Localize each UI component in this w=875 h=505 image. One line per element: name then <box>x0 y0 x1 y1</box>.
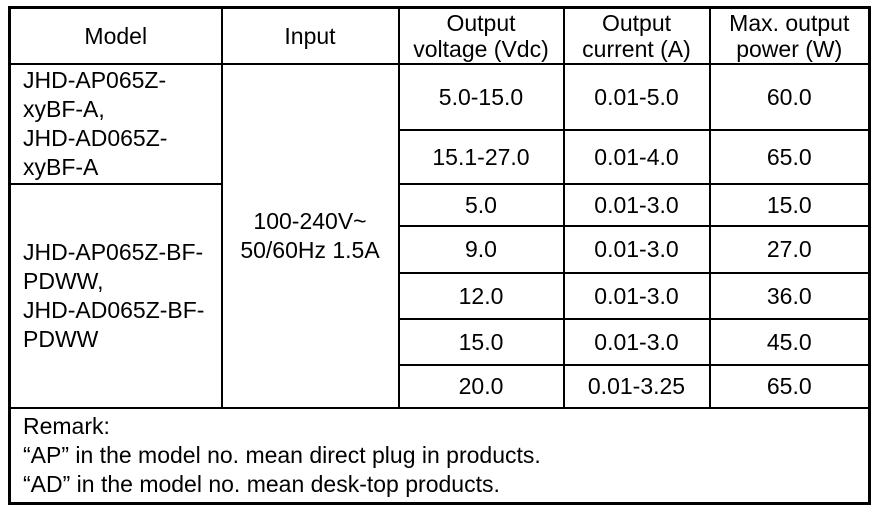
header-max-power-line2: power (W) <box>736 36 843 62</box>
spec-row: 15.0 0.01-3.0 45.0 <box>10 318 871 366</box>
output-current-cell: 0.01-3.25 <box>562 364 711 409</box>
header-row: Model Input Output voltage (Vdc) Output … <box>8 6 871 65</box>
output-current-cell: 0.01-3.0 <box>562 225 711 274</box>
spec-row: 20.0 0.01-3.25 65.0 <box>10 364 871 409</box>
spec-row: JHD-AP065Z-BF- PDWW, JHD-AD065Z-BF- PDWW… <box>8 183 871 409</box>
output-voltage-cell: 12.0 <box>397 272 565 320</box>
max-power-cell: 36.0 <box>708 272 871 320</box>
output-voltage-cell: 5.0 <box>397 183 565 227</box>
output-current-cell: 0.01-3.0 <box>562 183 711 227</box>
model-line: PDWW <box>23 326 99 352</box>
header-max-power-line1: Max. output <box>729 10 850 36</box>
header-output-voltage-line1: Output <box>446 10 516 36</box>
header-output-current-line1: Output <box>601 10 672 36</box>
model-line: JHD-AP065Z-BF- <box>23 239 204 265</box>
max-power-cell: 65.0 <box>708 129 871 185</box>
max-power-cell: 65.0 <box>708 364 871 409</box>
power-spec-table: Model Input Output voltage (Vdc) Output … <box>8 6 871 505</box>
max-power-cell: 15.0 <box>708 183 871 227</box>
output-voltage-cell: 9.0 <box>397 225 565 274</box>
input-line2: 50/60Hz 1.5A <box>240 237 380 263</box>
spec-row: 15.1-27.0 0.01-4.0 65.0 <box>10 129 871 185</box>
input-line1: 100-240V~ <box>253 208 367 234</box>
header-model: Model <box>8 6 223 65</box>
input-cell: 100-240V~ 50/60Hz 1.5A <box>220 63 400 409</box>
remark-line-ad: “AD” in the model no. mean desk-top prod… <box>23 471 500 497</box>
output-current-cell: 0.01-4.0 <box>562 129 711 185</box>
spec-row: 12.0 0.01-3.0 36.0 <box>10 272 871 320</box>
model-group-2-cell: JHD-AP065Z-BF- PDWW, JHD-AD065Z-BF- PDWW <box>8 183 223 409</box>
header-output-current-line2: current (A) <box>582 36 691 62</box>
output-current-cell: 0.01-5.0 <box>562 63 711 131</box>
spec-row: 9.0 0.01-3.0 27.0 <box>10 225 871 274</box>
model-line: xyBF-A, <box>23 96 105 122</box>
header-output-voltage-line2: voltage (Vdc) <box>413 36 549 62</box>
header-input: Input <box>220 6 400 65</box>
output-current-cell: 0.01-3.0 <box>562 272 711 320</box>
model-line: JHD-AD065Z- <box>23 125 168 151</box>
model-line: JHD-AP065Z- <box>23 67 167 93</box>
model-line: JHD-AD065Z-BF- <box>23 297 205 323</box>
max-power-cell: 45.0 <box>708 318 871 366</box>
remark-line-ap: “AP” in the model no. mean direct plug i… <box>23 442 541 468</box>
max-power-cell: 60.0 <box>708 63 871 131</box>
output-current-cell: 0.01-3.0 <box>562 318 711 366</box>
model-group-1-cell: JHD-AP065Z- xyBF-A, JHD-AD065Z- xyBF-A <box>8 63 223 185</box>
model-line: PDWW, <box>23 268 104 294</box>
output-voltage-cell: 15.0 <box>397 318 565 366</box>
output-voltage-cell: 15.1-27.0 <box>397 129 565 185</box>
output-voltage-cell: 5.0-15.0 <box>397 63 565 131</box>
remark-cell: Remark: “AP” in the model no. mean direc… <box>8 407 871 505</box>
max-power-cell: 27.0 <box>708 225 871 274</box>
header-output-voltage: Output voltage (Vdc) <box>397 6 565 65</box>
spec-row: JHD-AP065Z- xyBF-A, JHD-AD065Z- xyBF-A 1… <box>8 63 871 409</box>
header-max-power: Max. output power (W) <box>708 6 871 65</box>
output-voltage-cell: 20.0 <box>397 364 565 409</box>
model-line: xyBF-A <box>23 154 99 180</box>
header-output-current: Output current (A) <box>562 6 711 65</box>
remark-row: Remark: “AP” in the model no. mean direc… <box>8 407 871 505</box>
remark-title: Remark: <box>23 413 110 439</box>
